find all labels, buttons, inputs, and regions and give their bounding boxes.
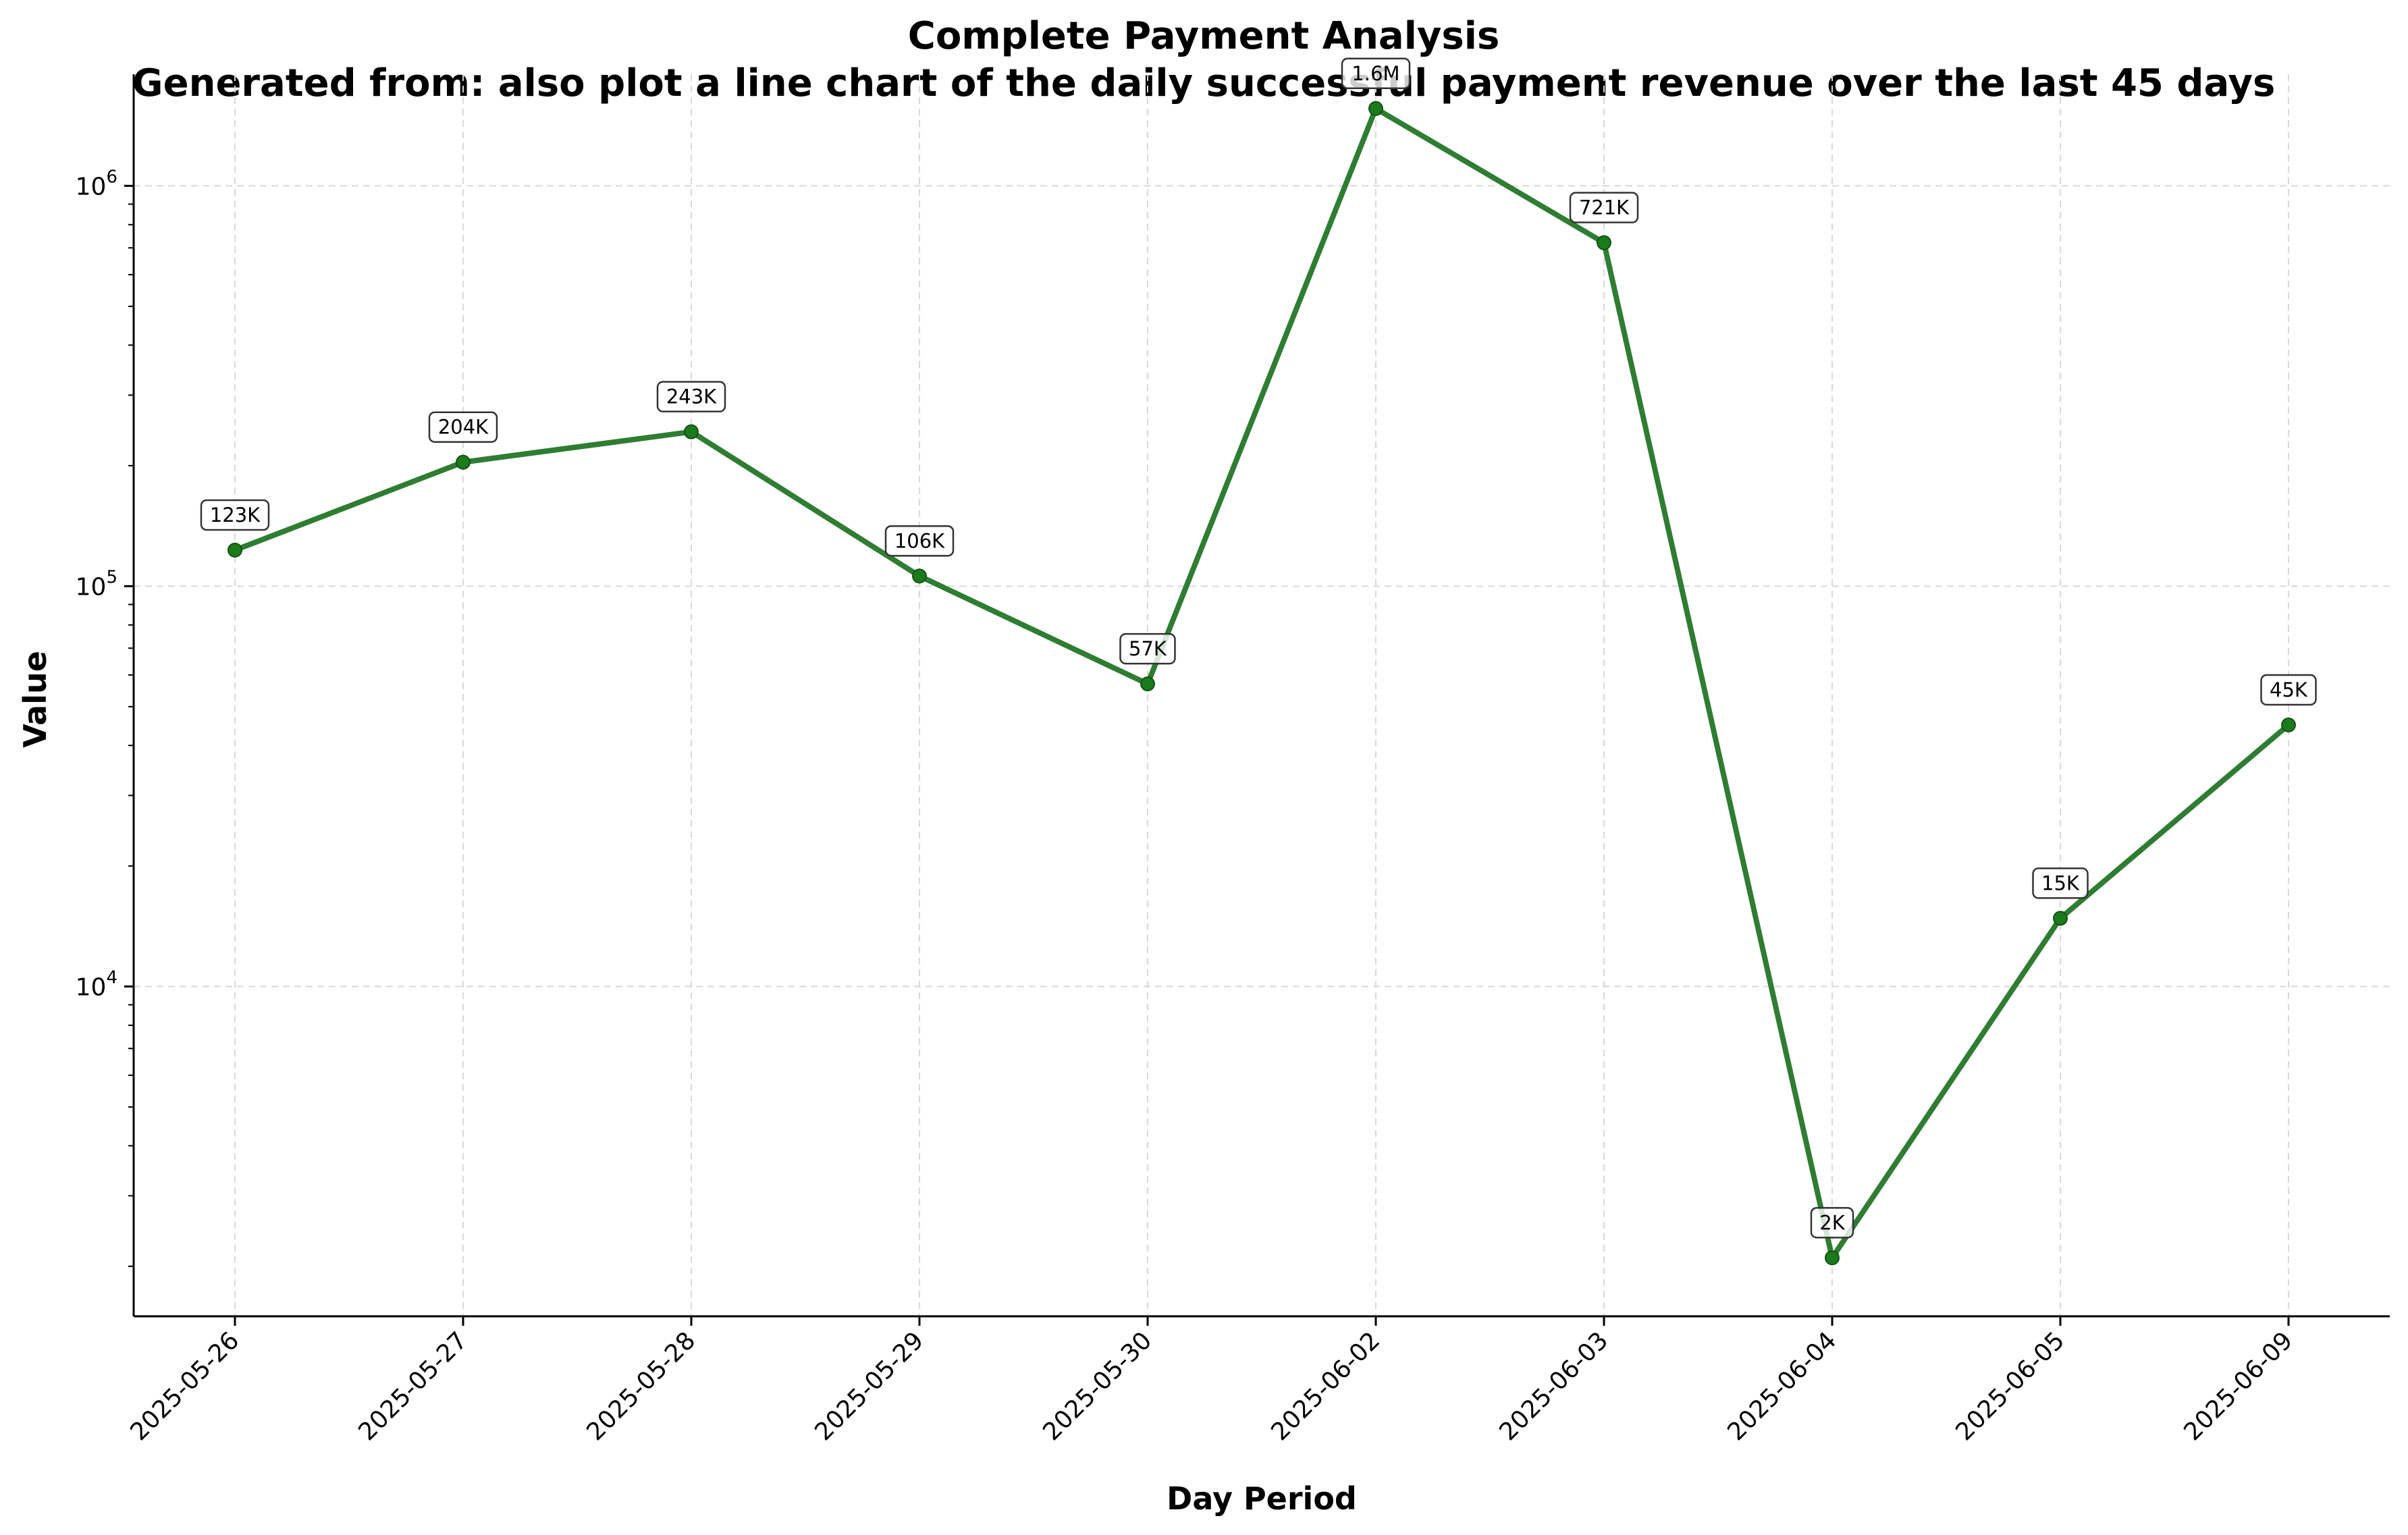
data-label-text: 57K <box>1129 637 1167 660</box>
data-point <box>1825 1250 1840 1266</box>
data-label-box <box>428 411 498 443</box>
data-label-text: 2K <box>1819 1211 1845 1234</box>
data-label-box <box>200 499 270 531</box>
y-tick-label: 105 <box>76 567 117 601</box>
data-label-box <box>884 525 955 557</box>
data-labels: 123K 204K 243K 106K 57K 1.6M 721K 2K 15K 45K <box>200 57 2317 1239</box>
chart-subtitle: Generated from: also plot a line chart o… <box>132 61 2276 105</box>
data-label: 2K <box>1810 1207 1854 1239</box>
y-ticks: 104 105 106 <box>76 167 134 1267</box>
data-label: 123K <box>200 499 270 531</box>
data-label: 57K <box>1119 632 1176 665</box>
data-label: 1.6M <box>1341 57 1411 90</box>
grid-lines <box>134 74 2390 1316</box>
axes <box>132 74 2390 1318</box>
data-label-text: 243K <box>666 385 717 408</box>
data-label-box <box>1810 1207 1854 1239</box>
data-label-text: 106K <box>894 529 945 552</box>
data-label-box <box>2032 867 2089 899</box>
series-markers <box>228 101 2296 1266</box>
data-point <box>2053 911 2068 926</box>
data-label: 721K <box>1569 192 1639 223</box>
data-label: 15K <box>2032 867 2089 899</box>
data-label-box <box>2260 674 2317 706</box>
data-point <box>2281 718 2296 733</box>
data-label: 204K <box>428 411 498 443</box>
data-label: 106K <box>884 525 955 557</box>
data-label-text: 721K <box>1579 196 1630 219</box>
data-label-box <box>1341 57 1411 90</box>
chart-title: Complete Payment Analysis <box>908 14 1500 58</box>
data-label-box <box>656 381 726 412</box>
y-axis-label: Value <box>17 651 53 748</box>
data-point <box>912 568 927 584</box>
data-point <box>1140 676 1155 692</box>
data-label-box <box>1569 192 1639 223</box>
series-line <box>232 105 2291 1261</box>
data-label-box <box>1119 632 1176 665</box>
data-label-text: 204K <box>438 416 489 439</box>
data-label-text: 15K <box>2041 871 2080 894</box>
data-point <box>456 454 471 470</box>
x-axis-label: Day Period <box>1167 1480 1357 1517</box>
data-label-text: 45K <box>2270 678 2308 701</box>
data-point <box>228 543 242 558</box>
data-label: 45K <box>2260 674 2317 706</box>
data-label: 243K <box>656 381 726 412</box>
data-label-text: 123K <box>210 504 261 527</box>
data-point <box>1368 101 1383 116</box>
y-tick-label: 106 <box>76 167 117 200</box>
data-point <box>684 424 699 439</box>
revenue-line <box>232 105 2291 1261</box>
data-point <box>1597 235 1611 250</box>
y-tick-label: 104 <box>76 967 117 1001</box>
data-label-text: 1.6M <box>1352 62 1399 85</box>
